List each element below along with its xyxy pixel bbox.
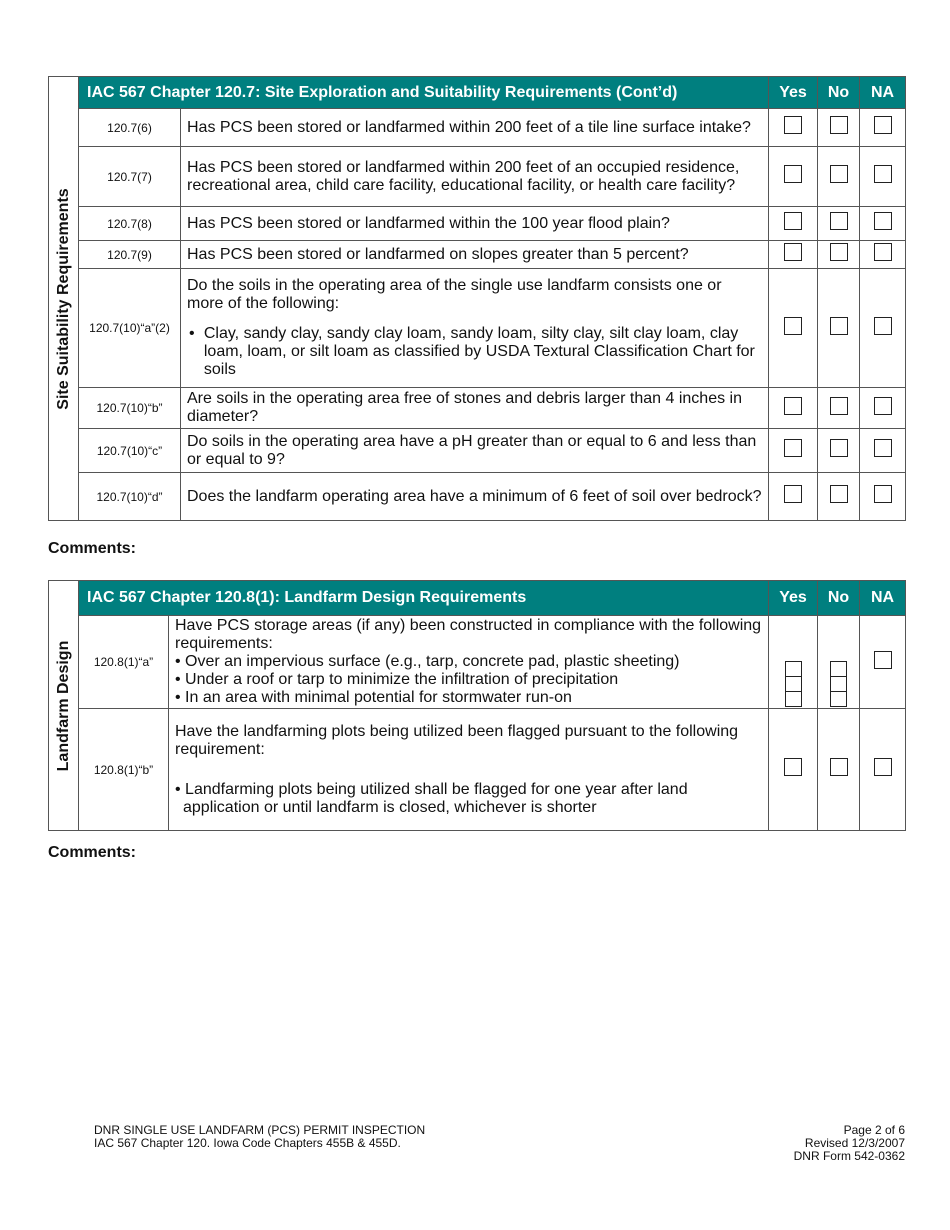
table-row: 120.8(1)“a” Have PCS storage areas (if an… [49, 615, 907, 709]
ref-cell: 120.7(10)“d” [78, 472, 181, 521]
na-checkbox[interactable] [873, 316, 892, 335]
ref-cell: 120.7(10)“c” [78, 428, 181, 473]
section-side-label: Landfarm Design [48, 580, 79, 831]
question-cell: Does the landfarm operating area have a … [179, 472, 770, 521]
ref-cell: 120.7(7) [78, 146, 181, 207]
yes-header: Yes [768, 580, 819, 616]
na-checkbox[interactable] [873, 650, 892, 669]
yes-checkbox[interactable] [784, 212, 803, 230]
ref-cell: 120.7(10)“a”(2) [78, 268, 181, 388]
table-row: 120.8(1)“b” Have the landfarming plots be… [49, 708, 907, 831]
bullet-text: • Landfarming plots being utilized shall… [175, 780, 688, 816]
yes-checkbox[interactable] [784, 758, 803, 776]
yes-checkbox-2[interactable] [784, 676, 802, 692]
question-cell: Has PCS been stored or landfarmed within… [179, 108, 770, 147]
section-title: IAC 567 Chapter 120.7: Site Exploration … [77, 76, 770, 109]
bullet-text: Clay, sandy clay, sandy clay loam, sandy… [203, 325, 755, 378]
bullet-icon: • [189, 325, 195, 342]
table-row: 120.7(10)“c” Do soils in the operating ar… [49, 428, 907, 473]
ref-cell: 120.7(8) [78, 206, 181, 241]
bullet-text: • In an area with minimal potential for … [175, 689, 572, 706]
code-reference: IAC 567 Chapter 120. Iowa Code Chapters … [94, 1136, 401, 1150]
question-cell: Has PCS been stored or landfarmed within… [179, 206, 770, 241]
ref-cell: 120.8(1)“a” [78, 615, 169, 709]
na-checkbox[interactable] [873, 165, 892, 183]
bullet-text: • Under a roof or tarp to minimize the i… [175, 671, 619, 688]
side-label-text: Site Suitability Requirements [54, 187, 72, 410]
na-header: NA [859, 580, 907, 616]
form-title: DNR SINGLE USE LANDFARM (PCS) PERMIT INS… [94, 1123, 426, 1137]
na-checkbox[interactable] [873, 212, 892, 230]
page-number: Page 2 of 6 [843, 1123, 905, 1137]
no-checkbox[interactable] [829, 165, 848, 183]
no-checkbox-2[interactable] [830, 676, 848, 692]
comments-label: Comments: [48, 540, 137, 557]
no-checkbox[interactable] [829, 316, 848, 335]
table-row: 120.7(8) Has PCS been stored or landfarme… [49, 206, 907, 241]
yes-checkbox[interactable] [784, 316, 803, 335]
question-cell: Has PCS been stored or landfarmed on slo… [179, 240, 770, 269]
question-text: Have the landfarming plots being utilize… [175, 722, 739, 758]
no-checkbox[interactable] [829, 212, 848, 230]
table-row: 120.7(10)“a”(2) Do the soils in the opera… [49, 268, 907, 388]
yes-checkbox-1[interactable] [784, 661, 802, 677]
no-checkbox[interactable] [829, 243, 848, 261]
na-checkbox[interactable] [873, 758, 892, 776]
site-suitability-table: Site Suitability Requirements IAC 567 Ch… [48, 76, 907, 521]
form-number: DNR Form 542-0362 [793, 1149, 905, 1163]
question-cell: Have the landfarming plots being utilize… [167, 708, 770, 831]
footer-left: DNR SINGLE USE LANDFARM (PCS) PERMIT INS… [94, 1124, 425, 1150]
no-checkbox[interactable] [829, 485, 848, 503]
no-checkbox[interactable] [829, 758, 848, 776]
table-row: 120.7(6) Has PCS been stored or landfarme… [49, 108, 907, 147]
question-text: Have PCS storage areas (if any) been con… [175, 617, 762, 652]
na-header: NA [859, 76, 907, 109]
revision-date: Revised 12/3/2007 [804, 1136, 905, 1150]
table-row: 120.7(7) Has PCS been stored or landfarme… [49, 146, 907, 207]
yes-checkbox[interactable] [784, 243, 803, 261]
na-checkbox[interactable] [873, 439, 892, 457]
ref-cell: 120.7(10)“b” [78, 387, 181, 429]
bullet-text: • Over an impervious surface (e.g., tarp… [175, 653, 680, 670]
table-row: 120.7(10)“d” Does the landfarm operating … [49, 472, 907, 521]
section-title: IAC 567 Chapter 120.8(1): Landfarm Desig… [77, 580, 770, 616]
ref-cell: 120.8(1)“b” [78, 708, 169, 831]
no-checkbox[interactable] [829, 116, 848, 134]
yes-checkbox[interactable] [784, 396, 803, 415]
side-label-text: Landfarm Design [54, 640, 72, 771]
na-checkbox[interactable] [873, 243, 892, 261]
ref-cell: 120.7(9) [78, 240, 181, 269]
table-row: 120.7(9) Has PCS been stored or landfarme… [49, 240, 907, 269]
question-cell: Has PCS been stored or landfarmed within… [179, 146, 770, 207]
na-checkbox[interactable] [873, 116, 892, 134]
yes-checkbox[interactable] [784, 165, 803, 183]
table-row: 120.7(10)“b” Are soils in the operating a… [49, 387, 907, 429]
yes-checkbox-3[interactable] [784, 691, 802, 707]
ref-cell: 120.7(6) [78, 108, 181, 147]
na-checkbox[interactable] [873, 396, 892, 415]
yes-checkbox[interactable] [784, 485, 803, 503]
no-checkbox[interactable] [829, 396, 848, 415]
no-checkbox[interactable] [829, 439, 848, 457]
no-checkbox-1[interactable] [830, 661, 848, 677]
no-header: No [817, 580, 861, 616]
no-header: No [817, 76, 861, 109]
na-checkbox[interactable] [873, 485, 892, 503]
question-cell: Have PCS storage areas (if any) been con… [167, 615, 770, 709]
comments-label: Comments: [48, 844, 137, 861]
section-side-label: Site Suitability Requirements [48, 76, 79, 521]
yes-checkbox[interactable] [784, 439, 803, 457]
landfarm-design-table: Landfarm Design IAC 567 Chapter 120.8(1)… [48, 580, 907, 831]
yes-checkbox[interactable] [784, 116, 803, 134]
no-checkbox-3[interactable] [830, 691, 848, 707]
question-cell: Do soils in the operating area have a pH… [179, 428, 770, 473]
question-cell: Do the soils in the operating area of th… [179, 268, 770, 388]
footer-right: Page 2 of 6 Revised 12/3/2007 DNR Form 542… [794, 1124, 905, 1163]
question-cell: Are soils in the operating area free of … [179, 387, 770, 429]
question-text: Do the soils in the operating area of th… [187, 277, 722, 312]
yes-header: Yes [768, 76, 819, 109]
